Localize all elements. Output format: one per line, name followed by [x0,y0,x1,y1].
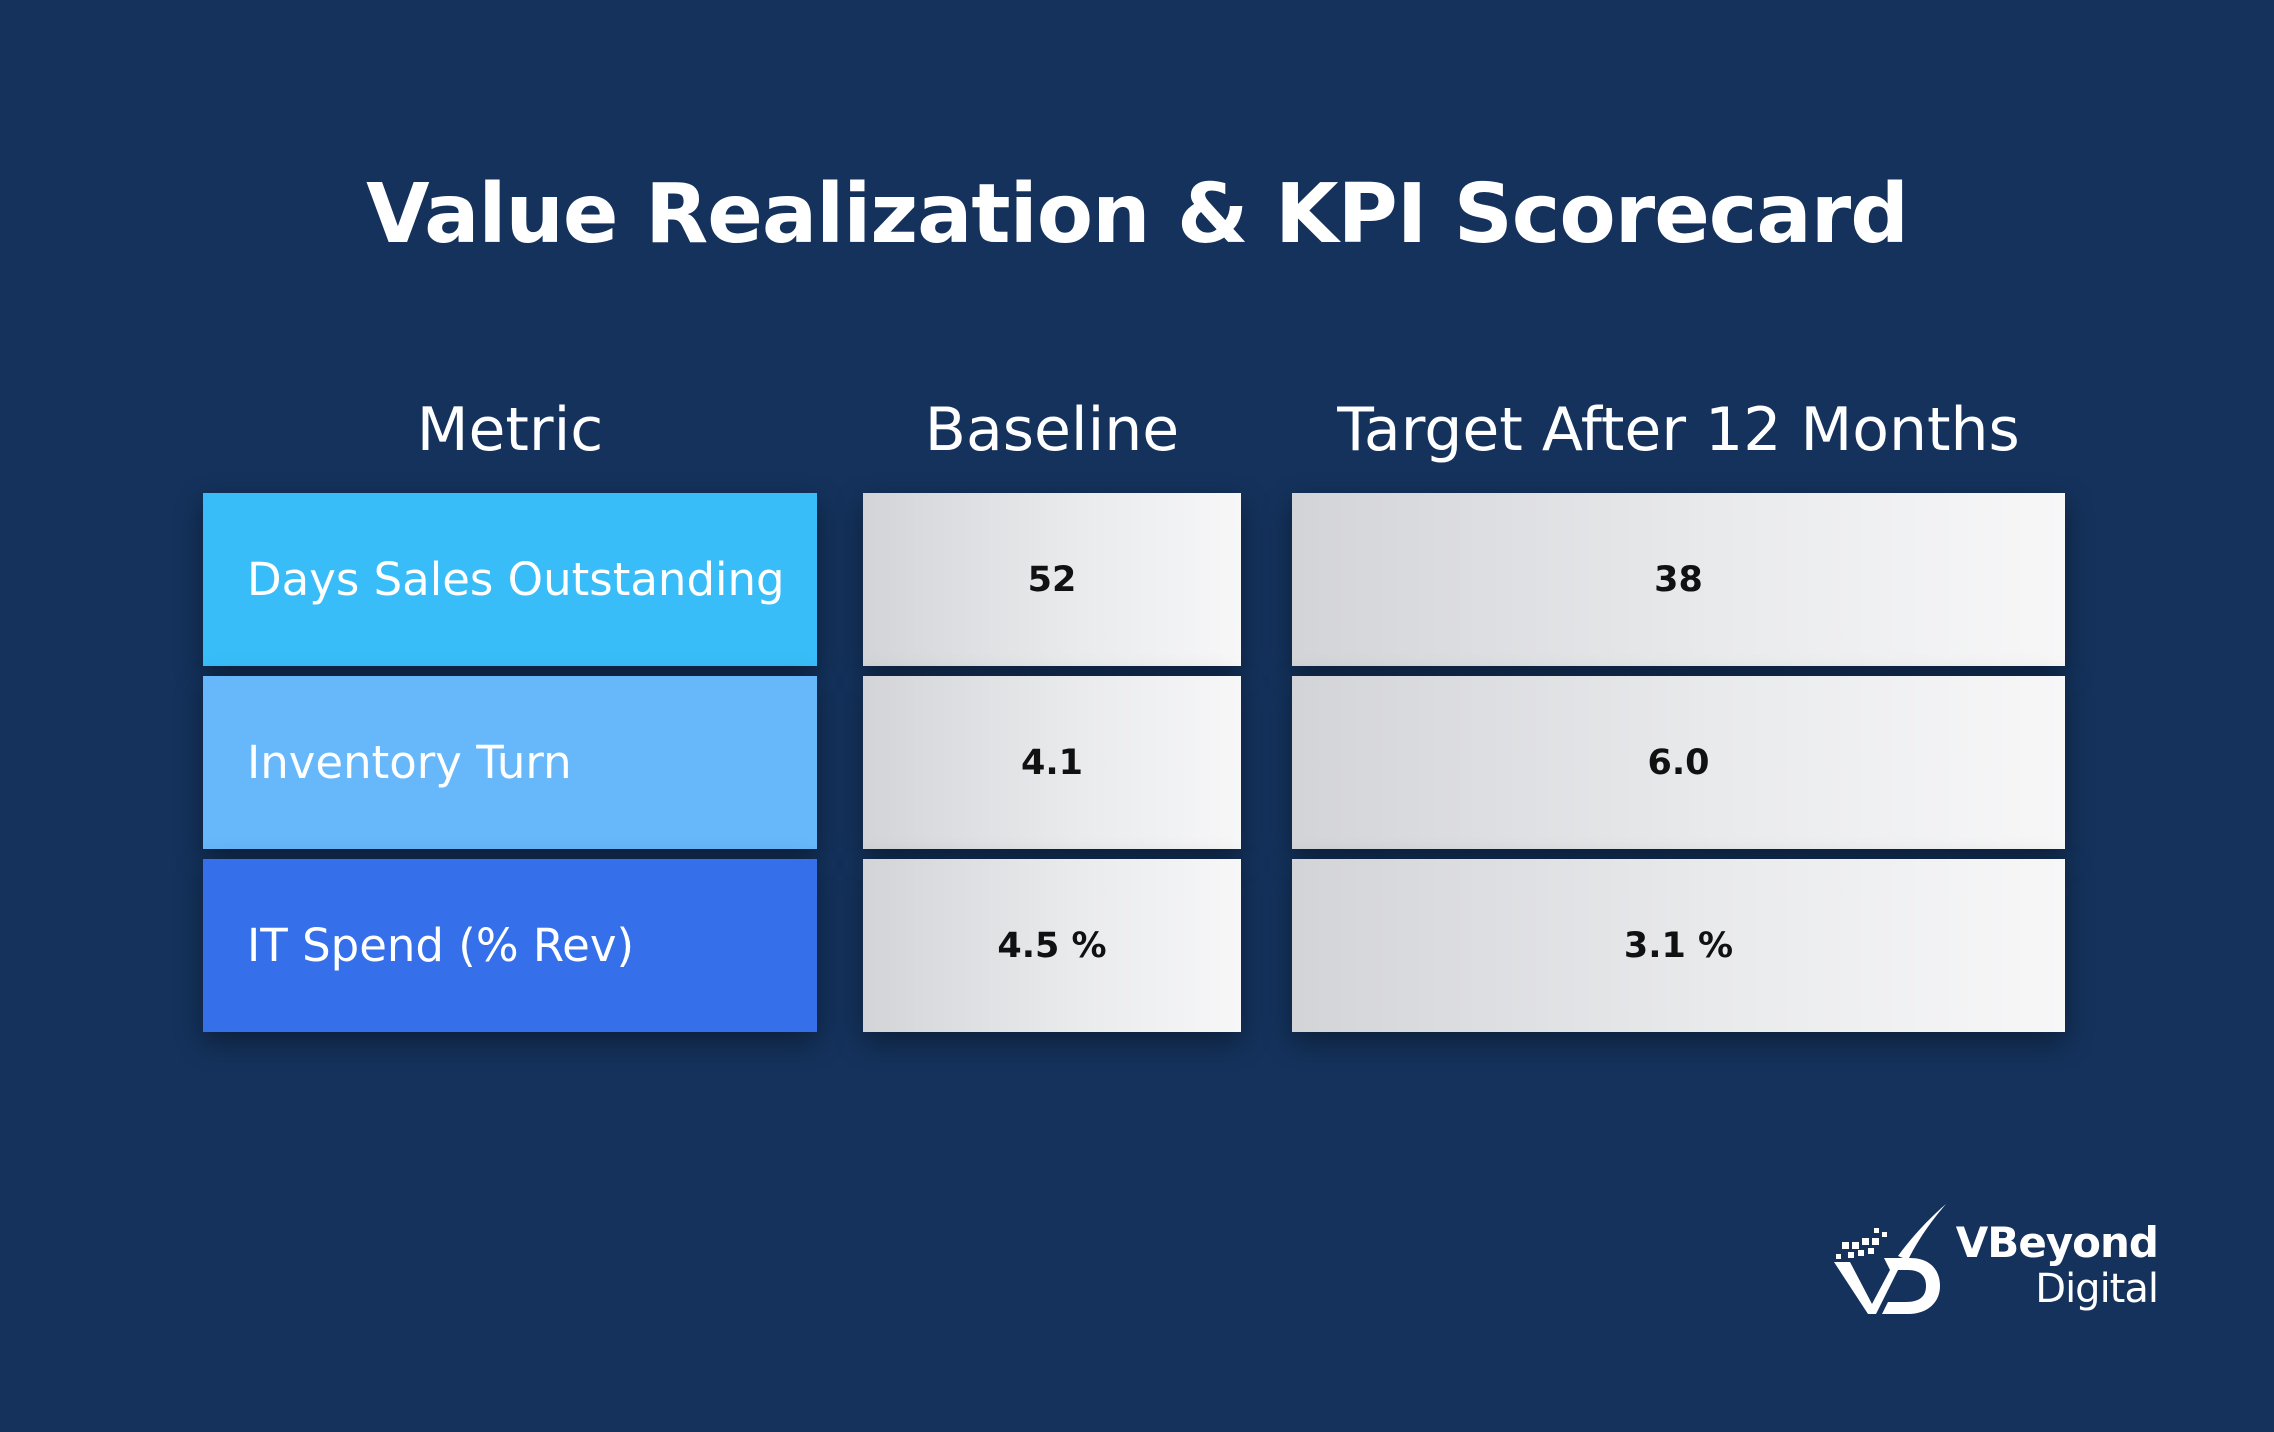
logo-text-vbeyond: VBeyond [1955,1218,2159,1267]
logo-text-digital: Digital [2035,1266,2159,1312]
target-cell-inventory-turn: 6.0 [1292,676,2065,849]
baseline-cell-it-spend: 4.5 % [863,859,1241,1032]
metric-cell-it-spend: IT Spend (% Rev) [203,859,817,1032]
vbeyond-digital-logo: VBeyond Digital [1828,1198,2159,1324]
baseline-cell-inventory-turn: 4.1 [863,676,1241,849]
metric-cell-inventory-turn: Inventory Turn [203,676,817,849]
page-title: Value Realization & KPI Scorecard [366,167,1909,262]
target-cell-days-sales-outstanding: 38 [1292,493,2065,666]
column-header-metric: Metric [416,395,604,465]
column-header-target: Target After 12 Months [1337,395,2020,465]
target-cell-it-spend: 3.1 % [1292,859,2065,1032]
vbeyond-logo-mark-icon [1834,1204,1946,1314]
metric-cell-days-sales-outstanding: Days Sales Outstanding [203,493,817,666]
column-header-baseline: Baseline [924,395,1180,465]
baseline-cell-days-sales-outstanding: 52 [863,493,1241,666]
